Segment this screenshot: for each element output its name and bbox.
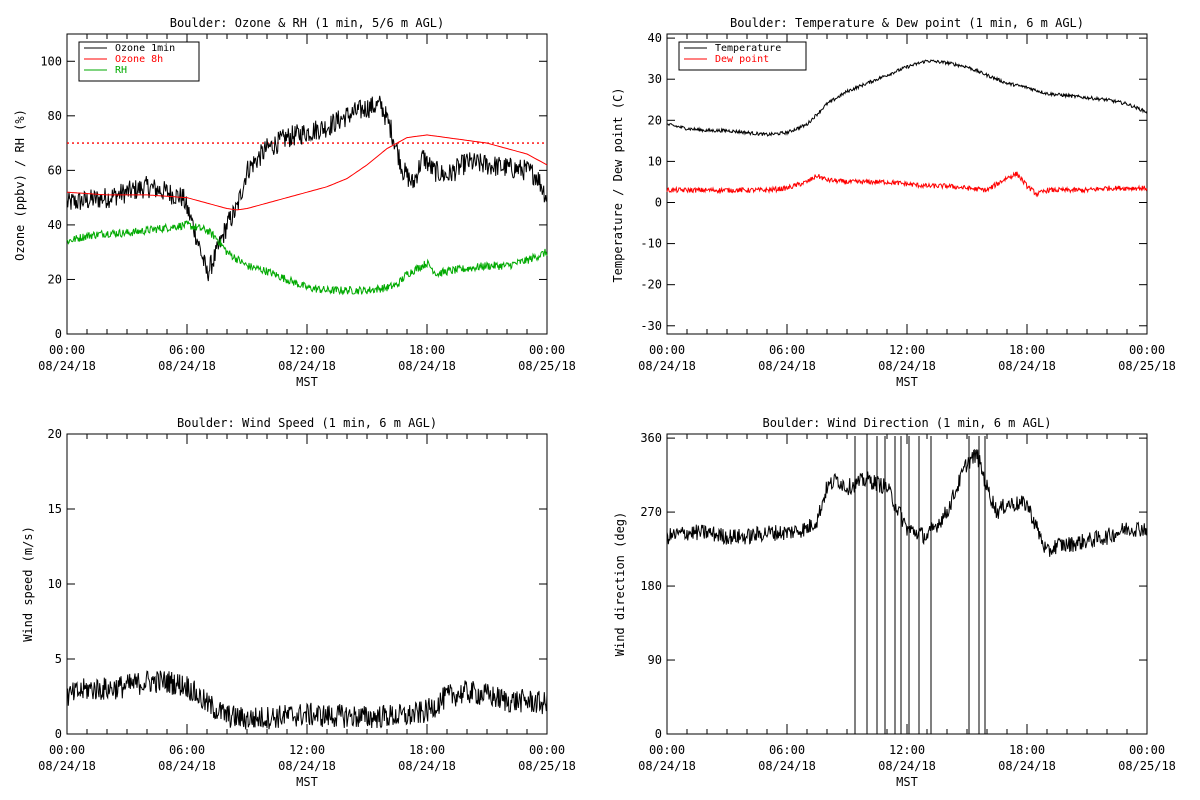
x-tick-label-date: 08/24/18: [278, 359, 336, 373]
y-tick-label: 20: [48, 272, 62, 286]
x-tick-label: 06:00: [169, 343, 205, 357]
panel-wind-speed: Boulder: Wind Speed (1 min, 6 m AGL) Win…: [21, 416, 576, 789]
plot-frame: [666, 433, 1148, 735]
x-tick-label: 12:00: [889, 743, 925, 757]
x-tick-label: 18:00: [1009, 743, 1045, 757]
x-tick-label: 00:00: [49, 343, 85, 357]
y-tick-label: 15: [48, 502, 62, 516]
y-tick-label: 270: [640, 505, 662, 519]
y-tick-label: 360: [640, 431, 662, 445]
x-tick-label-date: 08/25/18: [1118, 759, 1176, 773]
x-tick-label: 18:00: [409, 743, 445, 757]
chart-title: Boulder: Temperature & Dew point (1 min,…: [730, 16, 1084, 30]
y-axis-label: Temperature / Dew point (C): [611, 87, 625, 282]
series-line-ozone-8h: [66, 134, 548, 211]
y-tick-label: 90: [648, 653, 662, 667]
x-axis-label: MST: [296, 375, 318, 389]
y-tick-label: 0: [655, 727, 662, 741]
x-tick-label: 00:00: [649, 743, 685, 757]
y-tick-label: 20: [48, 427, 62, 441]
y-tick-label: 20: [648, 113, 662, 127]
x-tick-label-date: 08/24/18: [758, 759, 816, 773]
x-tick-label-date: 08/24/18: [878, 359, 936, 373]
x-tick-label-date: 08/24/18: [998, 759, 1056, 773]
x-tick-label-date: 08/24/18: [638, 359, 696, 373]
legend-label: Dew point: [715, 54, 769, 65]
x-tick-label: 12:00: [289, 343, 325, 357]
x-tick-label: 12:00: [289, 743, 325, 757]
x-tick-label: 00:00: [1129, 343, 1165, 357]
x-tick-label-date: 08/24/18: [998, 359, 1056, 373]
y-tick-label: 10: [48, 577, 62, 591]
legend-label: RH: [115, 65, 127, 76]
plot-area: 0 90 180 270 360 00:00 08/24/18 06:00 08/24/18 12…: [638, 431, 1176, 773]
y-tick-label: 60: [48, 163, 62, 177]
x-tick-label: 06:00: [769, 743, 805, 757]
series-line-ozone-1min: [66, 95, 548, 282]
y-axis-label: Wind direction (deg): [613, 512, 627, 657]
x-tick-label: 06:00: [769, 343, 805, 357]
chart-title: Boulder: Wind Direction (1 min, 6 m AGL): [763, 416, 1052, 430]
y-axis-label: Ozone (ppbv) / RH (%): [13, 109, 27, 261]
y-tick-label: 0: [655, 195, 662, 209]
y-axis-label: Wind speed (m/s): [21, 526, 35, 642]
x-tick-label: 00:00: [49, 743, 85, 757]
x-tick-label-date: 08/25/18: [518, 359, 576, 373]
x-tick-label-date: 08/25/18: [518, 759, 576, 773]
x-tick-label-date: 08/24/18: [38, 359, 96, 373]
legend-label: Ozone 1min: [115, 43, 175, 54]
x-tick-label: 00:00: [529, 343, 565, 357]
y-tick-label: -20: [640, 278, 662, 292]
x-tick-label: 18:00: [1009, 343, 1045, 357]
y-tick-label: 40: [48, 218, 62, 232]
series-line-rh: [66, 220, 548, 296]
x-tick-label: 06:00: [169, 743, 205, 757]
y-tick-label: 30: [648, 72, 662, 86]
x-tick-label: 18:00: [409, 343, 445, 357]
x-axis-label: MST: [896, 375, 918, 389]
x-tick-label: 00:00: [529, 743, 565, 757]
x-tick-label: 12:00: [889, 343, 925, 357]
chart-title: Boulder: Wind Speed (1 min, 6 m AGL): [177, 416, 437, 430]
series-line-data-0: [66, 670, 548, 730]
series-line-temperature: [666, 59, 1148, 137]
x-axis-label: MST: [296, 775, 318, 789]
series-line-dew-point: [666, 171, 1148, 198]
plot-area: -30 -20 -10 0 10 20 30 40 00:00 08/24/18 06:00 08/2…: [638, 31, 1176, 373]
y-tick-label: 100: [40, 54, 62, 68]
plot-area: 0 5 10 15 20 00:00 08/24/18 06:00 08/24/18 12:00 0…: [38, 427, 576, 773]
legend-label: Ozone 8h: [115, 54, 163, 65]
y-tick-label: -10: [640, 237, 662, 251]
x-tick-label: 00:00: [649, 343, 685, 357]
panel-ozone-rh: Boulder: Ozone & RH (1 min, 5/6 m AGL) O…: [13, 16, 576, 389]
x-tick-label-date: 08/24/18: [638, 759, 696, 773]
x-tick-label: 00:00: [1129, 743, 1165, 757]
y-tick-label: 80: [48, 109, 62, 123]
x-tick-label-date: 08/25/18: [1118, 359, 1176, 373]
panel-temperature-dewpoint: Boulder: Temperature & Dew point (1 min,…: [611, 16, 1176, 389]
y-tick-label: -30: [640, 319, 662, 333]
x-tick-label-date: 08/24/18: [878, 759, 936, 773]
chart-title: Boulder: Ozone & RH (1 min, 5/6 m AGL): [170, 16, 445, 30]
y-tick-label: 40: [648, 31, 662, 45]
x-axis-label: MST: [896, 775, 918, 789]
x-tick-label-date: 08/24/18: [278, 759, 336, 773]
series-line-data-0: [666, 448, 1148, 557]
x-tick-label-date: 08/24/18: [38, 759, 96, 773]
y-tick-label: 5: [55, 652, 62, 666]
y-tick-label: 10: [648, 154, 662, 168]
y-tick-label: 180: [640, 579, 662, 593]
x-tick-label-date: 08/24/18: [158, 359, 216, 373]
x-tick-label-date: 08/24/18: [158, 759, 216, 773]
legend-box: [678, 41, 807, 71]
panel-wind-direction: Boulder: Wind Direction (1 min, 6 m AGL)…: [613, 416, 1176, 789]
legend-label: Temperature: [715, 43, 781, 54]
y-tick-label: 0: [55, 327, 62, 341]
plot-area: 0 20 40 60 80 100 00:00 08/24/18 06:00 08/24/18 12…: [38, 33, 576, 373]
x-tick-label-date: 08/24/18: [758, 359, 816, 373]
x-tick-label-date: 08/24/18: [398, 759, 456, 773]
y-tick-label: 0: [55, 727, 62, 741]
x-tick-label-date: 08/24/18: [398, 359, 456, 373]
